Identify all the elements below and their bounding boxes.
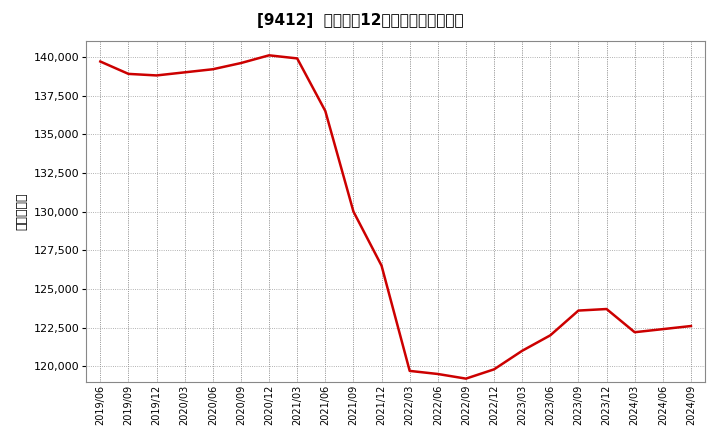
Text: [9412]  売上高の12か月移動合計の推移: [9412] 売上高の12か月移動合計の推移 bbox=[257, 13, 463, 28]
Y-axis label: （百万円）: （百万円） bbox=[15, 193, 28, 230]
